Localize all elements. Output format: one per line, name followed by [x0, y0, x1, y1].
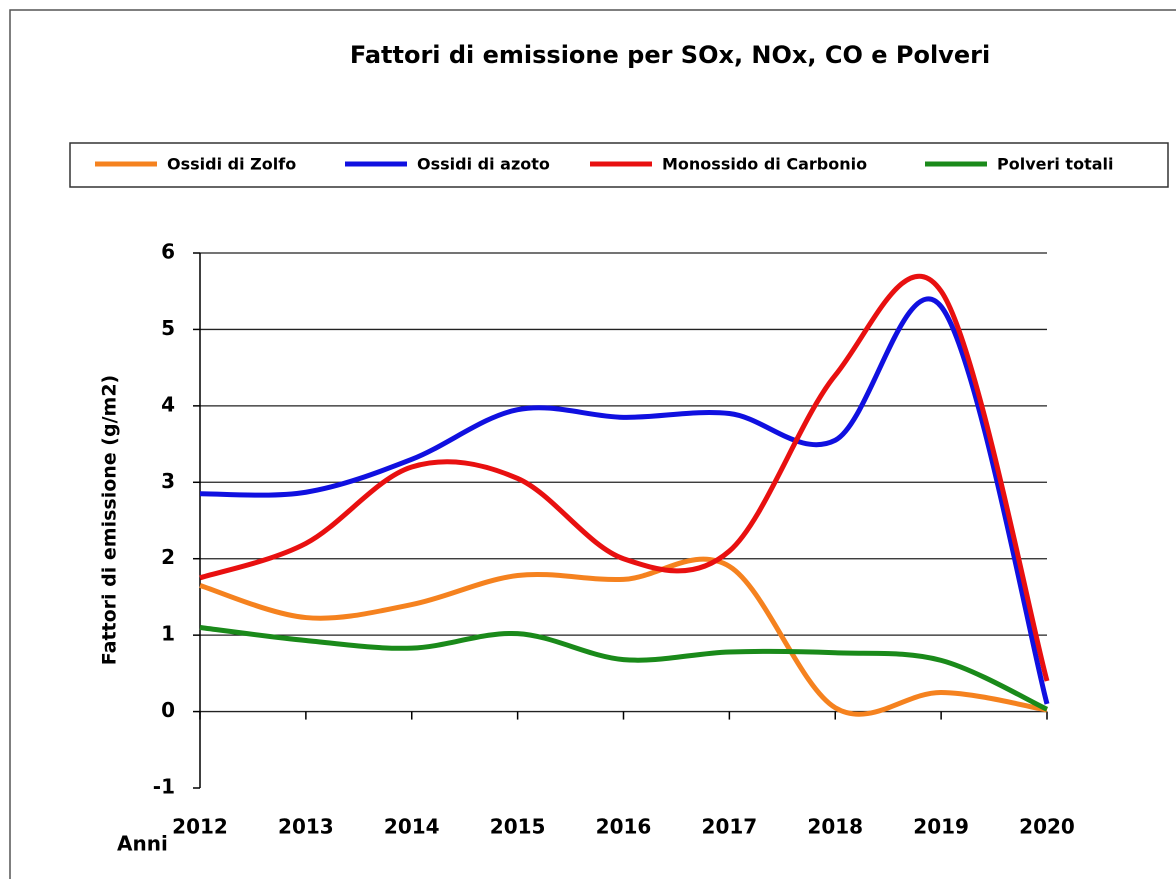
x-tick-label: 2019 — [913, 815, 969, 839]
x-tick-label: 2017 — [702, 815, 758, 839]
legend-label: Monossido di Carbonio — [662, 155, 867, 174]
chart-title: Fattori di emissione per SOx, NOx, CO e … — [350, 41, 990, 69]
x-tick-label: 2012 — [172, 815, 228, 839]
y-tick-label: 0 — [161, 698, 175, 722]
y-tick-label: 6 — [161, 240, 175, 264]
x-tick-label: 2015 — [490, 815, 546, 839]
legend-label: Ossidi di Zolfo — [167, 155, 296, 174]
series-line — [199, 273, 1050, 682]
x-tick-label: 2013 — [278, 815, 334, 839]
series-line — [199, 556, 1048, 717]
legend-label: Polveri totali — [997, 155, 1113, 174]
y-axis-label: Fattori di emissione (g/m2) — [99, 375, 121, 665]
series-line — [199, 625, 1049, 712]
x-axis-label: Anni — [117, 832, 168, 856]
y-tick-label: 3 — [161, 469, 175, 493]
x-tick-label: 2018 — [807, 815, 863, 839]
x-tick-label: 2014 — [384, 815, 440, 839]
y-tick-label: 2 — [161, 545, 175, 569]
y-tick-label: 5 — [161, 316, 175, 340]
series-line — [199, 296, 1050, 705]
y-tick-label: 1 — [161, 622, 175, 646]
y-tick-label: 4 — [161, 392, 175, 416]
x-tick-label: 2020 — [1019, 815, 1075, 839]
legend-label: Ossidi di azoto — [417, 155, 550, 174]
chart-frame — [9, 9, 1176, 879]
x-tick-label: 2016 — [596, 815, 652, 839]
y-tick-label: -1 — [153, 775, 175, 799]
